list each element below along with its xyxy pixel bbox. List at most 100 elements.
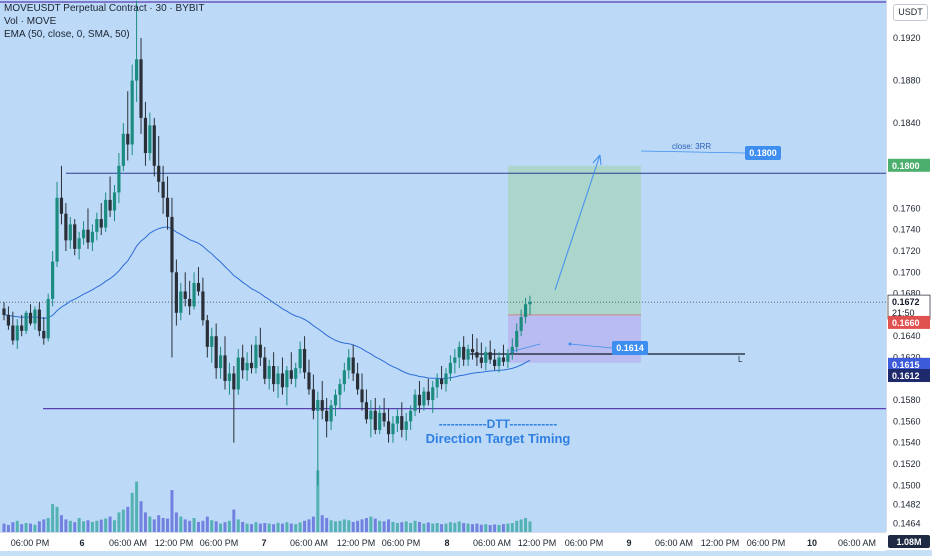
candle-body bbox=[373, 410, 377, 430]
volume-bar bbox=[77, 518, 81, 532]
candle-body bbox=[294, 368, 298, 379]
volume-bar bbox=[479, 524, 483, 532]
candle-body bbox=[15, 325, 19, 341]
symbol-title[interactable]: MOVEUSDT Perpetual Contract · 30 · BYBIT bbox=[4, 3, 205, 14]
candle-body bbox=[126, 133, 130, 145]
price-axis-labels: 0.1920 0.1880 0.1840 0.1800 0.1760 0.1740 0.17… bbox=[887, 33, 931, 529]
volume-bar bbox=[161, 518, 165, 532]
volume-bar bbox=[347, 520, 351, 532]
level-a-tag bbox=[888, 357, 930, 371]
candle-body bbox=[223, 355, 227, 381]
candle-body bbox=[439, 378, 444, 385]
candle-body bbox=[20, 325, 24, 331]
volume-bar bbox=[188, 520, 192, 532]
time-tick-label: 06:00 PM bbox=[11, 538, 50, 548]
candle-body bbox=[475, 352, 479, 358]
candle-body bbox=[241, 357, 245, 371]
candle-body bbox=[276, 373, 280, 385]
volume-bar bbox=[484, 524, 488, 532]
volume-bar bbox=[493, 524, 497, 532]
candle-body bbox=[218, 355, 223, 369]
volume-bar bbox=[24, 523, 28, 532]
candle-body bbox=[152, 125, 156, 166]
volume-bar bbox=[351, 521, 355, 532]
volume-bar bbox=[2, 523, 6, 532]
volume-bar bbox=[387, 519, 391, 532]
volume-legend[interactable]: Vol · MOVE bbox=[4, 16, 57, 27]
candle-body bbox=[59, 197, 64, 214]
candle-body bbox=[307, 372, 311, 390]
candle-body bbox=[356, 373, 360, 390]
time-tick-label: 12:00 PM bbox=[518, 538, 557, 548]
candle-body bbox=[404, 421, 408, 430]
entry-chip bbox=[612, 341, 648, 355]
candle-body bbox=[232, 373, 236, 390]
volume-bar bbox=[426, 522, 430, 532]
volume-bar bbox=[497, 525, 501, 532]
price-axis[interactable]: 0.1920 0.1880 0.1840 0.1800 0.1760 0.1740 0.17… bbox=[886, 0, 932, 532]
volume-bar bbox=[519, 519, 523, 532]
currency-button[interactable]: USDT bbox=[893, 4, 928, 21]
volume-bar bbox=[457, 521, 461, 532]
volume-bar bbox=[462, 523, 466, 532]
last-price-tag-text: 0.1672 bbox=[892, 297, 920, 307]
candle-body bbox=[289, 370, 293, 379]
volume-bar bbox=[342, 519, 346, 532]
volume-bar bbox=[325, 518, 329, 532]
candle-body bbox=[466, 348, 470, 360]
candle-body bbox=[453, 357, 457, 363]
time-tick-label: 06:00 PM bbox=[382, 538, 421, 548]
candle-body bbox=[431, 387, 435, 401]
time-tick-label: 8 bbox=[444, 538, 449, 548]
target-chip bbox=[745, 146, 781, 160]
candle-body bbox=[325, 410, 329, 422]
candle-body bbox=[351, 357, 355, 374]
volume-bar bbox=[303, 520, 307, 532]
volume-bar bbox=[440, 524, 444, 532]
candle-body bbox=[121, 133, 125, 166]
volume-bar bbox=[267, 523, 271, 532]
candle-body bbox=[395, 416, 399, 424]
volume-bar bbox=[506, 523, 510, 532]
volume-bar bbox=[192, 518, 196, 532]
time-axis[interactable]: 06:00 PM 6 06:00 AM 12:00 PM 06:00 PM 7 06:00 … bbox=[0, 532, 886, 551]
candle-body bbox=[501, 357, 506, 362]
candle-body bbox=[214, 336, 218, 369]
candle-body bbox=[364, 402, 369, 420]
entry-price-tag-text: 0.1660 bbox=[892, 318, 920, 328]
volume-bar bbox=[219, 523, 223, 532]
volume-bar bbox=[524, 518, 528, 532]
volume-bar bbox=[378, 520, 382, 532]
ema-legend[interactable]: EMA (50, close, 0, SMA, 50) bbox=[4, 29, 130, 40]
candle-body bbox=[493, 359, 497, 367]
price-tick-label: 0.1520 bbox=[893, 459, 921, 469]
projection-arrow bbox=[554, 154, 601, 291]
ema-line bbox=[3, 226, 531, 380]
volume-bar bbox=[453, 522, 457, 532]
candle-body bbox=[183, 291, 187, 299]
volume-bar bbox=[510, 523, 514, 532]
entry-price-tag bbox=[888, 315, 930, 329]
volume-bar bbox=[82, 521, 86, 532]
time-tick-label: 12:00 PM bbox=[337, 538, 376, 548]
candle-body bbox=[267, 366, 271, 379]
candle-body bbox=[95, 219, 99, 232]
volume-bar bbox=[263, 523, 267, 532]
volume-bar bbox=[515, 520, 519, 532]
price-tick-label: 0.1760 bbox=[893, 203, 921, 213]
volume-bar bbox=[245, 523, 249, 532]
volume-bar bbox=[241, 521, 245, 532]
candle-body bbox=[347, 357, 351, 371]
candle-body bbox=[409, 410, 413, 422]
candle-body bbox=[86, 229, 90, 243]
price-tick-label: 0.1482 bbox=[893, 499, 921, 509]
volume-bar bbox=[99, 519, 103, 532]
candle-body bbox=[33, 309, 37, 324]
stop-line-marker: L bbox=[738, 355, 743, 364]
time-tick-label: 06:00 PM bbox=[565, 538, 604, 548]
volume-bar bbox=[334, 521, 337, 532]
candle-body bbox=[139, 59, 143, 118]
